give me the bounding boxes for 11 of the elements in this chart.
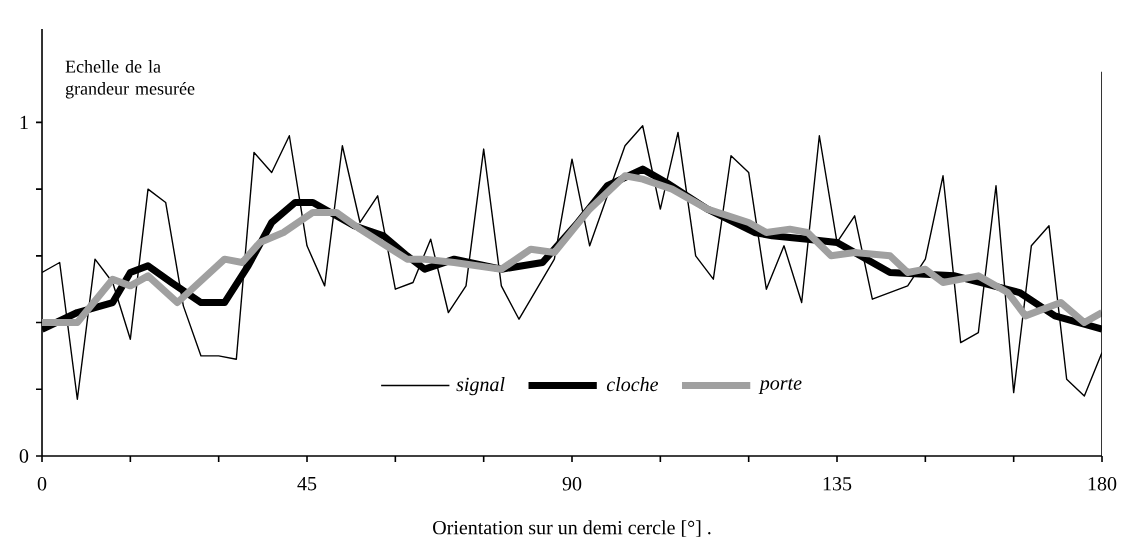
legend-label: porte	[758, 378, 802, 394]
x-tick-label: 135	[823, 477, 852, 491]
x-tick-label: 180	[1088, 477, 1117, 491]
y-axis-title: Echelle de la grandeur mesurée	[65, 60, 195, 99]
x-axis-title: Orientation sur un demi cercle [°] .	[433, 520, 711, 537]
x-tick-label: 45	[297, 477, 317, 491]
x-tick-label: 0	[37, 477, 47, 491]
legend-label: cloche	[606, 377, 659, 392]
legend-label: signal	[456, 377, 505, 396]
x-tick-label: 90	[562, 477, 582, 491]
y-tick-label: 1	[20, 115, 28, 129]
